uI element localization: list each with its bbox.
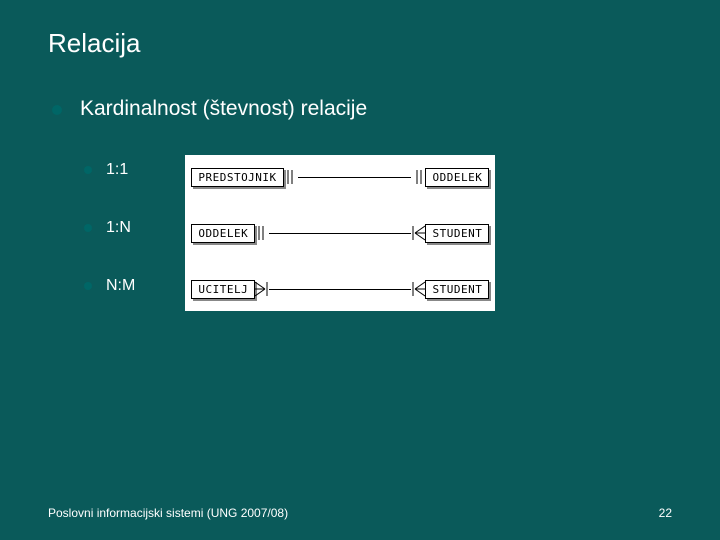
page-number: 22	[659, 506, 672, 520]
one-notation-icon	[255, 224, 269, 242]
entity-box: STUDENT	[425, 224, 489, 243]
diagram-row-1-1: PREDSTOJNIK ODDELEK	[191, 163, 489, 191]
cardinality-label: 1:N	[106, 219, 131, 237]
slide-container: Relacija Kardinalnost (števnost) relacij…	[0, 0, 720, 540]
entity-box: ODDELEK	[191, 224, 255, 243]
many-notation-icon	[411, 224, 425, 242]
bullet-icon	[84, 166, 92, 174]
relation-connector	[284, 176, 426, 178]
list-item: 1:N	[84, 219, 135, 237]
entity-box: STUDENT	[425, 280, 489, 299]
relation-connector	[255, 288, 425, 290]
list-item: 1:1	[84, 161, 135, 179]
bullet-icon	[84, 282, 92, 290]
entity-box: ODDELEK	[425, 168, 489, 187]
slide-title: Relacija	[48, 28, 672, 59]
footer-text: Poslovni informacijski sistemi (UNG 2007…	[48, 506, 288, 520]
relation-connector	[255, 232, 425, 234]
one-notation-icon	[411, 168, 425, 186]
subtitle-text: Kardinalnost (števnost) relacije	[80, 97, 367, 121]
connector-line	[298, 177, 412, 178]
cardinality-label: 1:1	[106, 161, 128, 179]
connector-line	[269, 289, 411, 290]
er-diagram-panel: PREDSTOJNIK ODDELEK ODDELEK STUDENT	[185, 155, 495, 311]
many-notation-icon	[411, 280, 425, 298]
diagram-row-1-n: ODDELEK STUDENT	[191, 219, 489, 247]
cardinality-list: 1:1 1:N N:M	[84, 161, 135, 295]
main-bullet: Kardinalnost (števnost) relacije	[52, 97, 672, 121]
many-notation-icon	[255, 280, 269, 298]
bullet-icon	[84, 224, 92, 232]
bullet-icon	[52, 105, 62, 115]
entity-box: PREDSTOJNIK	[191, 168, 283, 187]
diagram-row-n-m: UCITELJ STUDENT	[191, 275, 489, 303]
one-notation-icon	[284, 168, 298, 186]
cardinality-label: N:M	[106, 277, 135, 295]
connector-line	[269, 233, 411, 234]
content-row: 1:1 1:N N:M PREDSTOJNIK ODDELEK	[84, 155, 672, 311]
entity-box: UCITELJ	[191, 280, 255, 299]
list-item: N:M	[84, 277, 135, 295]
